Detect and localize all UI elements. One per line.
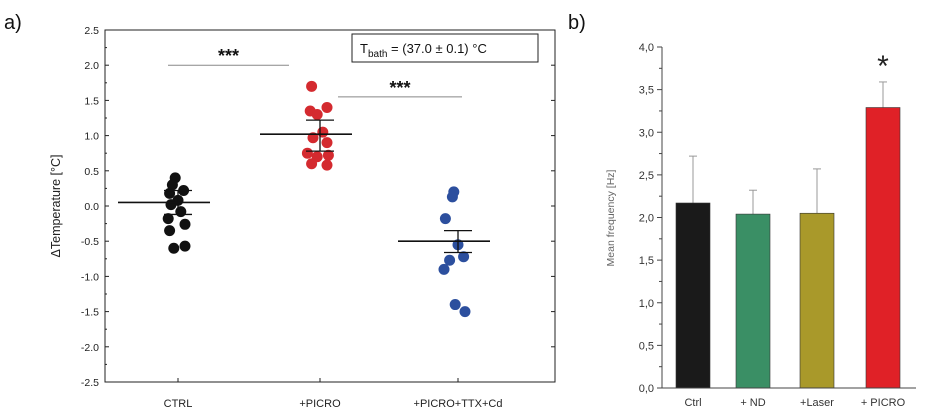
y-tick-label: 0,5: [639, 340, 654, 352]
data-point: [459, 306, 471, 318]
y-tick-label: 2,0: [639, 213, 654, 225]
annotation-sub: bath: [368, 49, 387, 60]
data-point: [321, 159, 333, 171]
panel-a-y-axis-label: ΔTemperature [°C]: [49, 155, 63, 258]
data-point: [446, 191, 458, 203]
significance-stars: ***: [218, 46, 239, 66]
panel-a-y-ticks: 2.5 2.0 1.5 1.0 0.5 0.0 -0.5 -1.0 -1.5 -2.0 -2.5: [81, 25, 555, 389]
data-point: [458, 251, 470, 263]
x-category-label: + ND: [740, 397, 765, 409]
data-point: [301, 147, 313, 159]
panel-b-label: b): [568, 12, 586, 34]
panel-a-label: a): [4, 12, 22, 34]
x-category-label: CTRL: [164, 398, 193, 410]
y-tick-label: 2,5: [639, 170, 654, 182]
data-point: [438, 263, 450, 275]
significance-stars: ***: [389, 78, 410, 98]
panel-b-y-ticks: 0,0 0,5 1,0 1,5 2,0 2,5 3,0 3,5 4,0: [639, 42, 662, 395]
bar: [799, 212, 835, 389]
panel-a-significance: *** ***: [168, 46, 462, 98]
data-point: [317, 126, 329, 138]
y-tick-label: -2.0: [81, 342, 99, 354]
y-tick-label: -1.0: [81, 271, 99, 283]
panel-b-bar-chart: * 0,0 0,5 1,0 1,5 2,0 2,5 3,0 3,5 4,0 Ctrl + ND +L…: [605, 42, 916, 409]
data-point: [164, 187, 176, 199]
y-tick-label: -1.5: [81, 307, 99, 319]
data-point: [164, 225, 176, 237]
x-category-label: +PICRO+TTX+Cd: [414, 398, 503, 410]
y-tick-label: 0.0: [84, 201, 99, 213]
data-point: [165, 199, 177, 211]
y-tick-label: 0.5: [84, 166, 99, 178]
y-tick-label: -2.5: [81, 377, 99, 389]
x-category-label: Ctrl: [684, 397, 701, 409]
data-point: [306, 80, 318, 92]
data-point: [321, 101, 333, 113]
panel-a-means: [118, 119, 490, 254]
panel-a-annotation-box: Tbath = (37.0 ± 0.1) °C: [351, 33, 539, 63]
data-point: [439, 213, 451, 225]
data-point: [444, 254, 456, 266]
y-tick-label: 1,5: [639, 255, 654, 267]
panel-b-y-axis-label: Mean frequency [Hz]: [605, 169, 617, 266]
data-point: [311, 108, 323, 120]
data-point: [306, 158, 318, 170]
svg-text:Tbath = (37.0 ± 0.1) °C: Tbath = (37.0 ± 0.1) °C: [360, 41, 487, 60]
annotation-frame: [351, 33, 539, 63]
data-point: [322, 149, 334, 161]
panel-b-x-categories: Ctrl + ND +Laser + PICRO: [684, 397, 905, 409]
x-category-label: +Laser: [800, 397, 834, 409]
bar: [865, 107, 901, 389]
y-tick-label: 2.5: [84, 25, 99, 37]
data-point: [168, 242, 180, 254]
significance-star: *: [877, 50, 889, 83]
panel-a-scatter-chart: 2.5 2.0 1.5 1.0 0.5 0.0 -0.5 -1.0 -1.5 -2.0 -2.5 C…: [49, 25, 556, 410]
panel-b-bars: *: [675, 50, 901, 389]
y-tick-label: 1.5: [84, 95, 99, 107]
y-tick-label: 1,0: [639, 298, 654, 310]
x-category-label: +PICRO: [299, 398, 341, 410]
panel-a-x-categories: CTRL +PICRO +PICRO+TTX+Cd: [164, 378, 503, 410]
y-tick-label: 2.0: [84, 60, 99, 72]
y-tick-label: 3,5: [639, 85, 654, 97]
bar: [735, 213, 771, 389]
data-point: [175, 206, 187, 218]
y-tick-label: -0.5: [81, 236, 99, 248]
y-tick-label: 0,0: [639, 383, 654, 395]
y-tick-label: 3,0: [639, 127, 654, 139]
x-category-label: + PICRO: [861, 397, 906, 409]
annotation-main: T: [360, 41, 368, 56]
data-point: [321, 137, 333, 149]
data-point: [179, 218, 191, 230]
y-tick-label: 1.0: [84, 131, 99, 143]
data-point: [179, 240, 191, 252]
annotation-rest: = (37.0 ± 0.1) °C: [387, 41, 486, 56]
y-tick-label: 4,0: [639, 42, 654, 54]
bar: [675, 202, 711, 389]
data-point: [162, 213, 174, 225]
panel-a-points: [162, 80, 471, 318]
data-point: [449, 299, 461, 311]
data-point: [166, 179, 178, 191]
